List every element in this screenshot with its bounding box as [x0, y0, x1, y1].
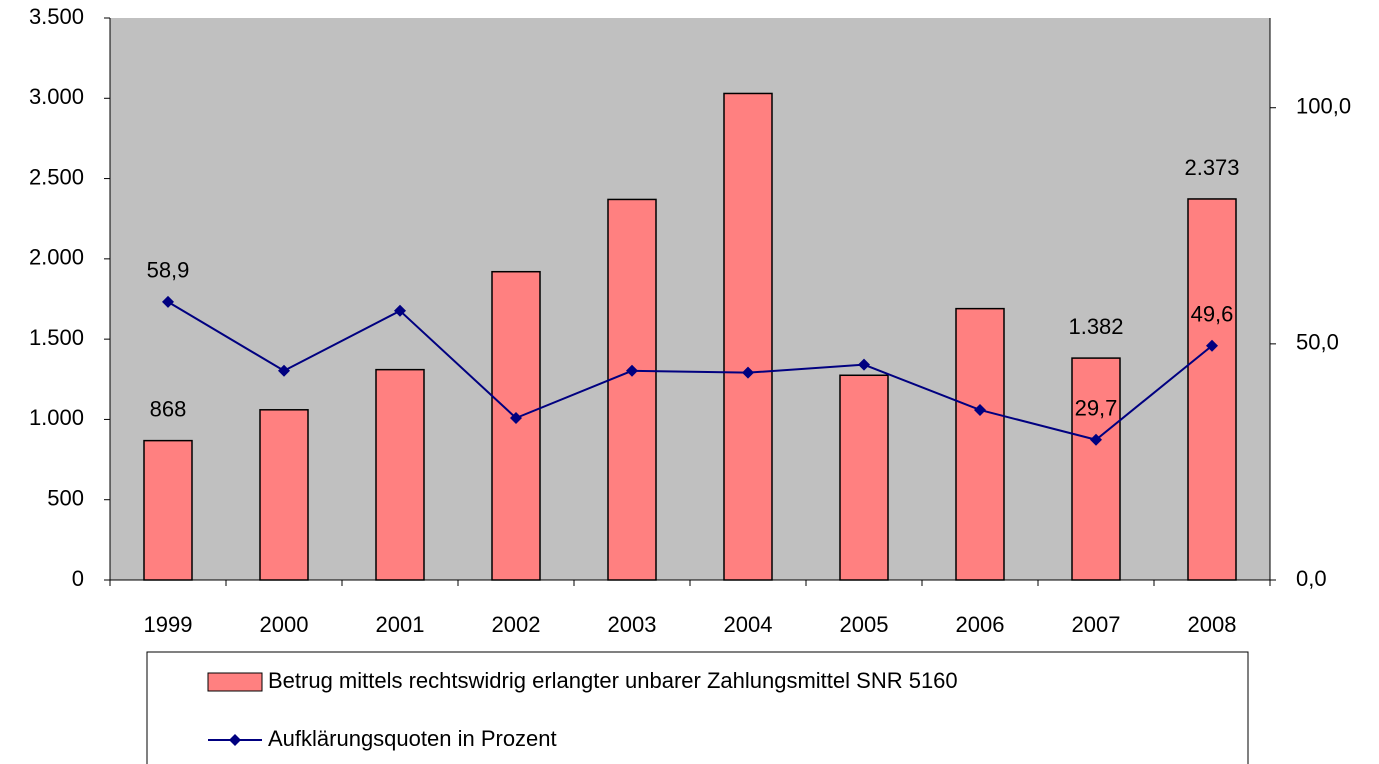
- legend-label: Aufklärungsquoten in Prozent: [268, 726, 557, 751]
- line-marker: [510, 412, 522, 425]
- bar: [839, 374, 889, 581]
- line-marker: [1206, 339, 1218, 352]
- legend-label: Betrug mittels rechtswidrig erlangter un…: [268, 668, 958, 693]
- y2-tick-label: 100,0: [1296, 94, 1351, 119]
- x-tick-label: 2006: [956, 612, 1005, 637]
- bar: [955, 307, 1005, 581]
- y-tick-label: 3.500: [29, 4, 84, 29]
- line: [167, 300, 1213, 441]
- x-tick-label: 1999: [144, 612, 193, 637]
- y-tick-label: 2.500: [29, 164, 84, 189]
- bar-value-label: 868: [150, 396, 187, 421]
- y-tick-label: 1.500: [29, 325, 84, 350]
- line-value-label: 58,9: [147, 258, 190, 283]
- line-marker: [1090, 433, 1102, 446]
- bar-value-label: 2.373: [1184, 155, 1239, 180]
- y-tick-label: 1.000: [29, 405, 84, 430]
- bar: [143, 439, 193, 581]
- y-tick-label: 3.000: [29, 84, 84, 109]
- line-marker: [162, 295, 174, 308]
- bar: [1071, 357, 1121, 581]
- x-tick-label: 2001: [376, 612, 425, 637]
- x-tick-label: 2005: [840, 612, 889, 637]
- bar: [259, 409, 309, 581]
- bar: [491, 270, 541, 581]
- y-tick-label: 2.000: [29, 245, 84, 270]
- line-marker: [278, 364, 290, 377]
- y-tick-label: 0: [72, 566, 84, 591]
- bar: [723, 92, 773, 581]
- bar: [1187, 198, 1237, 581]
- y-tick-label: 500: [47, 486, 84, 511]
- y2-tick-label: 50,0: [1296, 330, 1339, 355]
- line-marker: [626, 364, 638, 377]
- bar: [375, 368, 425, 581]
- bar-value-label: 1.382: [1068, 314, 1123, 339]
- line-marker: [394, 304, 406, 317]
- line-value-label: 29,7: [1075, 396, 1118, 421]
- y2-tick-label: 0,0: [1296, 566, 1327, 591]
- bar: [607, 198, 657, 581]
- line-marker: [858, 358, 870, 371]
- x-tick-label: 2008: [1188, 612, 1237, 637]
- legend-marker: [229, 734, 241, 746]
- x-tick-label: 2002: [492, 612, 541, 637]
- line-marker: [742, 366, 754, 379]
- x-tick-label: 2000: [260, 612, 309, 637]
- legend-box: [146, 651, 1249, 764]
- x-tick-label: 2003: [608, 612, 657, 637]
- x-tick-label: 2007: [1072, 612, 1121, 637]
- x-tick-label: 2004: [724, 612, 773, 637]
- line-marker: [974, 403, 986, 416]
- legend-swatch: [207, 672, 263, 692]
- line-value-label: 49,6: [1191, 302, 1234, 327]
